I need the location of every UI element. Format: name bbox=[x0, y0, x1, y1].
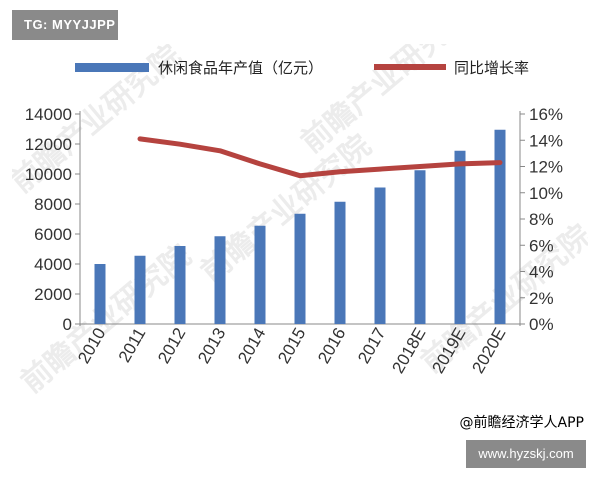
bar-2018E bbox=[414, 170, 426, 324]
bar-2010 bbox=[94, 264, 106, 324]
x-tick-label: 2013 bbox=[194, 325, 229, 367]
bar-2015 bbox=[294, 213, 306, 324]
url-label: www.hyzskj.com bbox=[466, 440, 586, 468]
legend: 休闲食品年产值（亿元） 同比增长率 bbox=[75, 59, 529, 77]
right-tick-label: 16% bbox=[529, 105, 563, 124]
bar-2020E bbox=[494, 129, 506, 324]
right-tick-label: 0% bbox=[529, 315, 554, 334]
right-tick-label: 6% bbox=[529, 236, 554, 255]
growth-rate-line bbox=[137, 136, 503, 179]
left-tick-label: 8000 bbox=[34, 195, 72, 214]
right-tick-label: 8% bbox=[529, 210, 554, 229]
right-axis-ticks: 0% 2% 4% 6% 8% 10% 12% 14% 16% bbox=[520, 105, 563, 334]
left-axis-ticks: 0 2000 4000 6000 8000 10000 12000 14000 bbox=[25, 105, 80, 334]
right-tick-label: 14% bbox=[529, 131, 563, 150]
left-tick-label: 12000 bbox=[25, 135, 72, 154]
x-tick-label: 2016 bbox=[314, 325, 349, 367]
bar-2013 bbox=[214, 236, 226, 324]
left-tick-label: 14000 bbox=[25, 105, 72, 124]
right-tick-label: 2% bbox=[529, 289, 554, 308]
legend-bar-swatch bbox=[75, 63, 149, 72]
bar-2011 bbox=[134, 255, 146, 324]
footer-credit: @前瞻经济学人APP bbox=[459, 415, 584, 431]
bar-2019E bbox=[454, 150, 466, 324]
left-tick-label: 4000 bbox=[34, 255, 72, 274]
x-tick-label: 2011 bbox=[115, 325, 150, 366]
left-tick-label: 6000 bbox=[34, 225, 72, 244]
right-tick-label: 4% bbox=[529, 263, 554, 282]
bar-series bbox=[94, 129, 506, 324]
legend-line-label: 同比增长率 bbox=[454, 59, 529, 77]
x-tick-label: 2015 bbox=[274, 325, 309, 367]
right-tick-label: 12% bbox=[529, 158, 563, 177]
left-tick-label: 2000 bbox=[34, 285, 72, 304]
chart-frame: 前瞻产业研究院 前瞻产业研究院 前瞻产业研究院 前瞻产业研究院 前瞻产业研究院 … bbox=[5, 0, 598, 404]
x-tick-label: 2017 bbox=[354, 325, 389, 367]
source-tag: TG: MYYJJPP bbox=[12, 10, 118, 40]
bar-2016 bbox=[334, 201, 346, 324]
left-tick-label: 0 bbox=[63, 315, 72, 334]
chart: 前瞻产业研究院 前瞻产业研究院 前瞻产业研究院 前瞻产业研究院 前瞻产业研究院 … bbox=[5, 0, 598, 400]
x-tick-label: 2012 bbox=[154, 325, 189, 367]
right-tick-label: 10% bbox=[529, 184, 563, 203]
legend-line-swatch bbox=[374, 64, 446, 70]
bar-2012 bbox=[174, 246, 186, 324]
x-tick-label: 2014 bbox=[234, 325, 269, 367]
legend-bar-label: 休闲食品年产值（亿元） bbox=[158, 59, 323, 77]
left-tick-label: 10000 bbox=[25, 165, 72, 184]
bar-2014 bbox=[254, 225, 266, 324]
bar-2017 bbox=[374, 187, 386, 324]
line-series bbox=[137, 136, 503, 179]
